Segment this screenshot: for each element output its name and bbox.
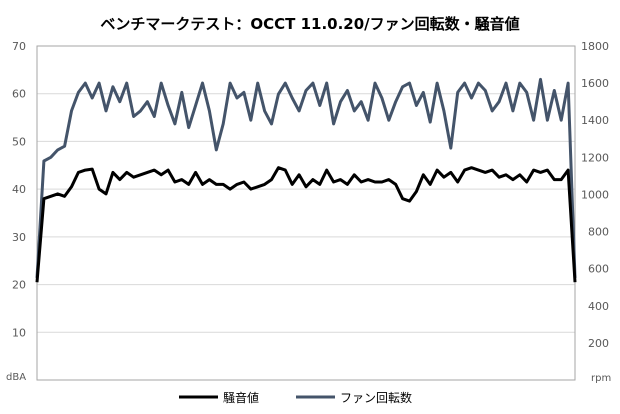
chart-legend: 騒音値 ファン回転数 — [179, 390, 412, 405]
legend-label-fan: ファン回転数 — [340, 390, 412, 405]
right-tick-label: 400 — [588, 300, 609, 313]
left-tick-label: 40 — [12, 183, 26, 196]
left-tick-label: 30 — [12, 231, 26, 244]
right-axis-unit: rpm — [591, 373, 611, 384]
right-tick-label: 600 — [588, 263, 609, 276]
series-fan-line — [35, 77, 577, 278]
left-tick-label: 10 — [12, 326, 26, 339]
right-tick-label: 1200 — [581, 151, 609, 164]
left-tick-label: 70 — [12, 40, 26, 53]
left-axis-unit: dBA — [6, 372, 26, 383]
left-tick-label: 50 — [12, 135, 26, 148]
right-tick-label: 1400 — [581, 114, 609, 127]
left-tick-label: 60 — [12, 88, 26, 101]
right-tick-label: 1000 — [581, 188, 609, 201]
series-layer — [35, 77, 577, 283]
left-axis-ticks: 10 20 30 40 50 60 70 — [12, 40, 26, 339]
right-tick-label: 1800 — [581, 40, 609, 53]
right-axis-ticks: 200 400 600 800 1000 1200 1400 1600 1800 — [581, 40, 609, 350]
plot-area-border — [36, 45, 576, 381]
legend-label-noise: 騒音値 — [223, 390, 259, 405]
grid-lines — [37, 93, 575, 333]
right-tick-label: 200 — [588, 337, 609, 350]
left-tick-label: 20 — [12, 279, 26, 292]
series-noise-line — [35, 166, 577, 283]
right-tick-label: 1600 — [581, 77, 609, 90]
chart-title: ベンチマークテスト：OCCT 11.0.20/ファン回転数・騒音値 — [100, 15, 519, 33]
right-tick-label: 800 — [588, 226, 609, 239]
